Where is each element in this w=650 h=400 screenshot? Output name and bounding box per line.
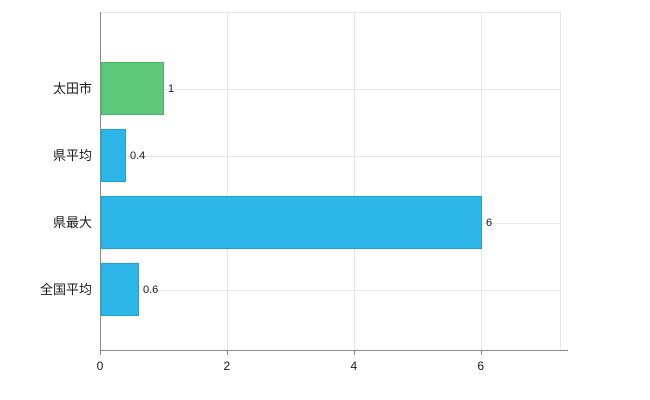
gridline-vertical [353,12,355,350]
gridline-horizontal [100,88,560,90]
y-axis-line [100,12,101,350]
x-tick-label: 6 [477,359,485,373]
bar [101,129,126,182]
value-label: 0.4 [130,149,146,162]
x-axis-tick [480,350,482,355]
x-axis-line [100,350,568,351]
bar [101,196,482,249]
gridline-horizontal [100,155,560,157]
x-tick-label: 2 [223,359,231,373]
x-axis-tick [353,350,355,355]
x-axis-tick [100,350,101,355]
bar [101,263,139,316]
value-label: 1 [168,82,175,95]
value-label: 0.6 [143,283,159,296]
value-label: 6 [486,216,493,229]
category-label: 全国平均 [39,281,92,297]
gridline-horizontal [100,289,560,291]
category-label: 県最大 [52,214,92,230]
category-label: 太田市 [52,80,92,96]
bar [101,62,164,115]
gridline-horizontal [100,12,560,13]
gridline-vertical [480,12,482,350]
x-tick-label: 0 [96,359,104,373]
x-tick-label: 4 [350,359,358,373]
gridline-vertical [226,12,228,350]
gridline-vertical [560,12,561,350]
x-axis-tick [226,350,228,355]
category-label: 県平均 [52,147,92,163]
